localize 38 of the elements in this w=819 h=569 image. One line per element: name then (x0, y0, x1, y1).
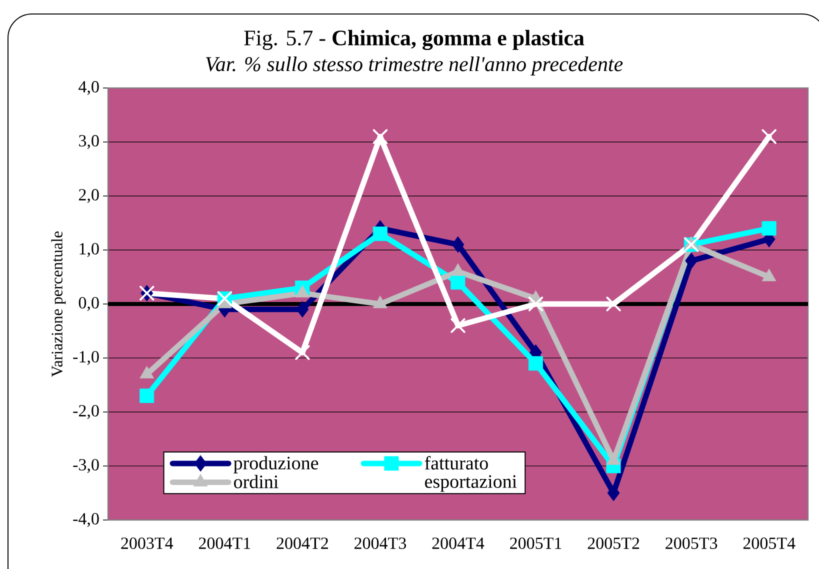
y-tick-label: 3,0 (79, 135, 99, 149)
point (528, 356, 543, 371)
y-tick-label: 1,0 (80, 243, 99, 257)
x-tick-label: 2004T3 (354, 538, 406, 549)
x-tick-label: 2005T4 (743, 538, 796, 549)
y-tick-label: 2,0 (78, 189, 99, 203)
point (452, 236, 464, 253)
y-tick-label: -3,0 (73, 459, 99, 473)
y-tick-label: -2,0 (73, 405, 99, 419)
point (607, 484, 620, 502)
chart-title: Fig. 5.7 - Chimica, gomma e plastica (244, 30, 584, 50)
y-tick-label: -1,0 (73, 351, 99, 365)
legend-label: fatturato (424, 456, 488, 470)
y-tick-label: 4,0 (78, 81, 99, 95)
x-tick-label: 2005T3 (666, 538, 718, 549)
x-tick-label: 2004T4 (432, 538, 484, 549)
y-tick-label: 0,0 (78, 297, 99, 311)
point (685, 252, 698, 269)
point (140, 388, 154, 403)
point (372, 129, 388, 144)
y-axis-title: Variazione percentuale (51, 231, 66, 377)
legend-label: produzione (234, 456, 318, 474)
point (373, 226, 388, 241)
point (296, 301, 309, 318)
x-tick-label: 2003T4 (121, 538, 174, 549)
point (450, 318, 466, 333)
x-tick-label: 2004T1 (198, 538, 250, 549)
point (762, 221, 776, 236)
point (762, 129, 776, 144)
y-tick-label: -4,0 (73, 513, 99, 527)
point (450, 275, 466, 290)
x-tick-label: 2005T1 (510, 538, 562, 549)
legend-label: ordini (234, 474, 278, 488)
chart-subtitle: Var. % sullo stesso trimestre nell'anno precedente (206, 56, 623, 76)
x-tick-label: 2005T2 (588, 538, 640, 549)
text: esportazioni (425, 475, 517, 492)
x-tick-label: 2004T2 (276, 538, 328, 549)
point (528, 296, 544, 312)
